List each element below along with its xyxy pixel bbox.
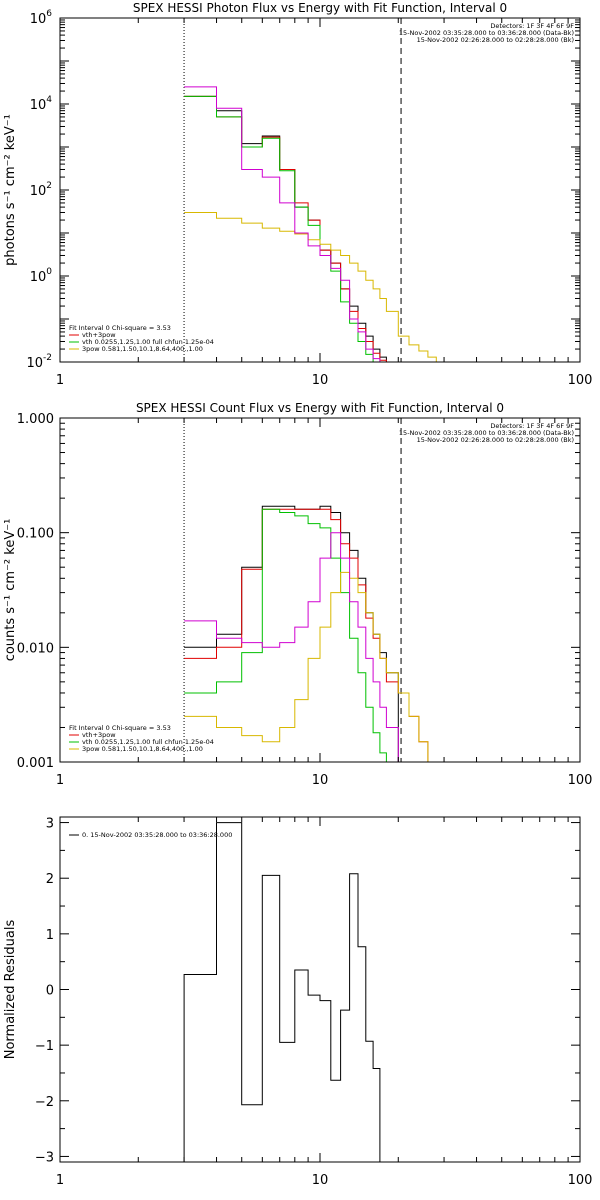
photon-flux-plot: SPEX HESSI Photon Flux vs Energy with Fi…: [3, 1, 592, 388]
legend-entry: vth+3pow: [82, 731, 116, 739]
legend-entry: 15-Nov-2002 02:26:28.000 to 02:28:28.000…: [417, 436, 574, 444]
y-tick-label: 1: [46, 928, 54, 943]
legend-entry: 3pow 0.581,1.50,10.1,8.64,400.,1.00: [82, 745, 203, 753]
x-tick-label: 100: [568, 1173, 593, 1188]
series-line-3pow: [184, 571, 445, 762]
residuals-plot: Normalized Residuals 1 10 100 −3 −2 −1 0 1 2 3 0. 1…: [3, 816, 593, 1188]
x-tick-label: 100: [568, 373, 593, 388]
y-tick-label: 2: [46, 872, 54, 887]
y-tick-label: 0.001: [17, 756, 54, 771]
plot-frame: [59, 816, 581, 1163]
series-line-bk: [184, 532, 399, 762]
y-tick-label: 1.000: [17, 412, 54, 427]
y-axis-label: Normalized Residuals: [3, 920, 18, 1060]
chart-title: SPEX HESSI Count Flux vs Energy with Fit…: [136, 401, 504, 415]
chart-title: SPEX HESSI Photon Flux vs Energy with Fi…: [133, 1, 507, 15]
legend-entry: Fit Interval 0 Chi-square = 3.53: [69, 724, 171, 732]
y-tick-label: 0: [46, 984, 54, 999]
legend-entry: 15-Nov-2002 03:35:28.000 to 03:36:28.000…: [399, 429, 574, 437]
x-tick-label: 1: [56, 373, 64, 388]
x-tick-label: 1: [56, 773, 64, 788]
x-tick-label: 100: [568, 773, 593, 788]
y-tick-label: 100: [30, 267, 53, 285]
legend-entry: vth 0.0255,1.25,1.00 full chfun 1.25e-04: [82, 338, 214, 346]
series-line-vth: [184, 95, 399, 362]
legend-entry: 15-Nov-2002 02:26:28.000 to 02:28:28.000…: [417, 36, 574, 44]
y-tick-label: 102: [30, 181, 52, 199]
series-group: [184, 505, 445, 762]
series-line-bk: [184, 86, 387, 362]
series-group: [183, 822, 381, 1162]
x-tick-label: 1: [56, 1173, 64, 1188]
x-tick-label: 10: [312, 773, 329, 788]
series-group: [184, 86, 445, 362]
series-line-vth-3pow: [184, 508, 445, 762]
legend-entry: vth+3pow: [82, 331, 116, 339]
y-tick-label: 0.100: [17, 527, 54, 542]
y-tick-label: 10-2: [26, 353, 52, 371]
legend-entry: 15-Nov-2002 03:35:28.000 to 03:36:28.000…: [399, 29, 574, 37]
y-tick-label: −1: [35, 1039, 54, 1054]
legend-entry: Detectors: 1F 3F 4F 6F 9F: [490, 22, 574, 30]
series-line-data-bk: [184, 95, 399, 362]
x-tick-label: 10: [312, 373, 329, 388]
y-tick-label: −2: [35, 1095, 54, 1110]
y-axis-label: counts s⁻¹ cm⁻² keV⁻¹: [3, 519, 18, 662]
series-line-residuals: [183, 822, 381, 1162]
y-tick-label: 106: [30, 9, 53, 27]
legend-entry: vth 0.0255,1.25,1.00 full chfun 1.25e-04: [82, 738, 214, 746]
y-tick-label: 0.010: [17, 641, 54, 656]
y-axis-label: photons s⁻¹ cm⁻² keV⁻¹: [3, 114, 18, 266]
x-tick-label: 10: [312, 1173, 329, 1188]
y-tick-label: 3: [46, 817, 54, 832]
series-line-vth-3pow: [184, 95, 445, 362]
y-tick-label: 104: [30, 95, 53, 113]
y-tick-label: −3: [35, 1150, 54, 1165]
series-line-3pow: [184, 212, 445, 362]
legend-entry: 0. 15-Nov-2002 03:35:28.000 to 03:36:28.…: [82, 831, 232, 839]
plot-frame: [59, 17, 581, 363]
legend-entry: 3pow 0.581,1.50,10.1,8.64,400.,1.00: [82, 345, 203, 353]
legend-entry: Detectors: 1F 3F 4F 6F 9F: [490, 422, 574, 430]
legend-entry: Fit Interval 0 Chi-square = 3.53: [69, 324, 171, 332]
count-flux-plot: SPEX HESSI Count Flux vs Energy with Fit…: [3, 401, 592, 788]
